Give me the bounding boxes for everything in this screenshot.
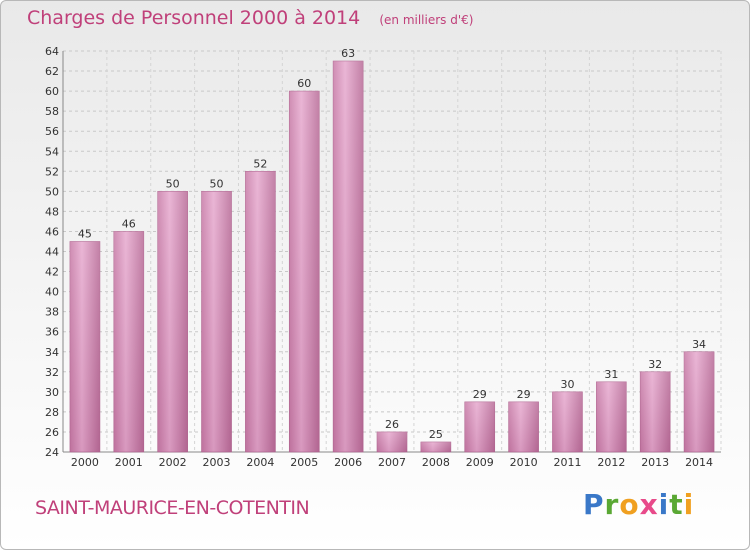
bar-shade-2013 bbox=[640, 371, 671, 452]
bar-shade-2000 bbox=[69, 241, 100, 452]
bar-shade-2007 bbox=[377, 431, 407, 452]
y-tick-label: 50 bbox=[45, 185, 59, 198]
title-row: Charges de Personnel 2000 à 2014 (en mil… bbox=[27, 7, 473, 29]
x-tick-label: 2001 bbox=[115, 456, 143, 469]
bar-shade-2002 bbox=[157, 191, 188, 452]
x-tick-label: 2012 bbox=[597, 456, 625, 469]
bar-shade-2006 bbox=[333, 61, 364, 453]
bar-shade-2001 bbox=[113, 231, 144, 452]
y-tick-label: 32 bbox=[45, 366, 59, 379]
x-tick-label: 2006 bbox=[334, 456, 362, 469]
y-tick-label: 42 bbox=[45, 266, 59, 279]
y-tick-label: 24 bbox=[45, 446, 59, 459]
x-tick-label: 2009 bbox=[466, 456, 494, 469]
value-label: 32 bbox=[648, 358, 662, 371]
x-tick-label: 2007 bbox=[378, 456, 406, 469]
y-tick-label: 46 bbox=[45, 225, 59, 238]
value-label: 50 bbox=[210, 177, 224, 190]
value-label: 60 bbox=[297, 77, 311, 90]
y-tick-label: 48 bbox=[45, 205, 59, 218]
x-tick-label: 2008 bbox=[422, 456, 450, 469]
y-tick-label: 40 bbox=[45, 286, 59, 299]
bar-shade-2012 bbox=[596, 381, 627, 452]
value-label: 45 bbox=[78, 227, 92, 240]
value-label: 52 bbox=[253, 157, 267, 170]
y-tick-label: 26 bbox=[45, 426, 59, 439]
value-label: 50 bbox=[166, 177, 180, 190]
y-tick-label: 34 bbox=[45, 346, 59, 359]
bar-shade-2003 bbox=[201, 191, 232, 452]
y-tick-label: 52 bbox=[45, 165, 59, 178]
labels-layer: 24 26 28 30 32 34 36 38 40 42 44 46 48 50 52 54 56 58 60 62… bbox=[45, 45, 713, 469]
y-tick-label: 38 bbox=[45, 306, 59, 319]
y-tick-label: 36 bbox=[45, 326, 59, 339]
y-tick-label: 44 bbox=[45, 246, 59, 259]
x-tick-label: 2005 bbox=[290, 456, 318, 469]
y-tick-label: 54 bbox=[45, 145, 59, 158]
x-tick-label: 2002 bbox=[159, 456, 187, 469]
x-tick-label: 2011 bbox=[553, 456, 581, 469]
commune-name: SAINT-MAURICE-EN-COTENTIN bbox=[35, 497, 310, 519]
value-label: 26 bbox=[385, 418, 399, 431]
bar-shade-2005 bbox=[289, 91, 320, 452]
chart-subtitle: (en milliers d'€) bbox=[379, 13, 474, 27]
proxiti-logo[interactable]: Proxiti bbox=[583, 488, 695, 521]
chart-title: Charges de Personnel 2000 à 2014 bbox=[27, 7, 361, 29]
value-label: 29 bbox=[517, 388, 531, 401]
x-tick-label: 2014 bbox=[685, 456, 713, 469]
bar-shade-2011 bbox=[552, 391, 583, 452]
bars-layer bbox=[69, 60, 715, 453]
x-tick-label: 2000 bbox=[71, 456, 99, 469]
y-tick-label: 28 bbox=[45, 406, 59, 419]
x-tick-label: 2004 bbox=[246, 456, 274, 469]
value-label: 30 bbox=[560, 378, 574, 391]
y-tick-label: 64 bbox=[45, 45, 59, 58]
x-tick-label: 2003 bbox=[203, 456, 231, 469]
value-label: 25 bbox=[429, 428, 443, 441]
bar-shade-2008 bbox=[420, 441, 451, 452]
value-label: 29 bbox=[473, 388, 487, 401]
x-tick-label: 2013 bbox=[641, 456, 669, 469]
value-label: 34 bbox=[692, 338, 706, 351]
value-label: 63 bbox=[341, 47, 355, 60]
bar-shade-2014 bbox=[684, 351, 715, 452]
bar-shade-2004 bbox=[245, 171, 276, 453]
value-label: 46 bbox=[122, 217, 136, 230]
y-tick-label: 58 bbox=[45, 105, 59, 118]
y-tick-label: 56 bbox=[45, 125, 59, 138]
y-tick-label: 60 bbox=[45, 85, 59, 98]
y-tick-label: 62 bbox=[45, 65, 59, 78]
y-tick-label: 30 bbox=[45, 386, 59, 399]
bar-shade-2010 bbox=[508, 401, 539, 452]
value-label: 31 bbox=[604, 368, 618, 381]
x-tick-label: 2010 bbox=[510, 456, 538, 469]
bar-shade-2009 bbox=[464, 401, 495, 452]
